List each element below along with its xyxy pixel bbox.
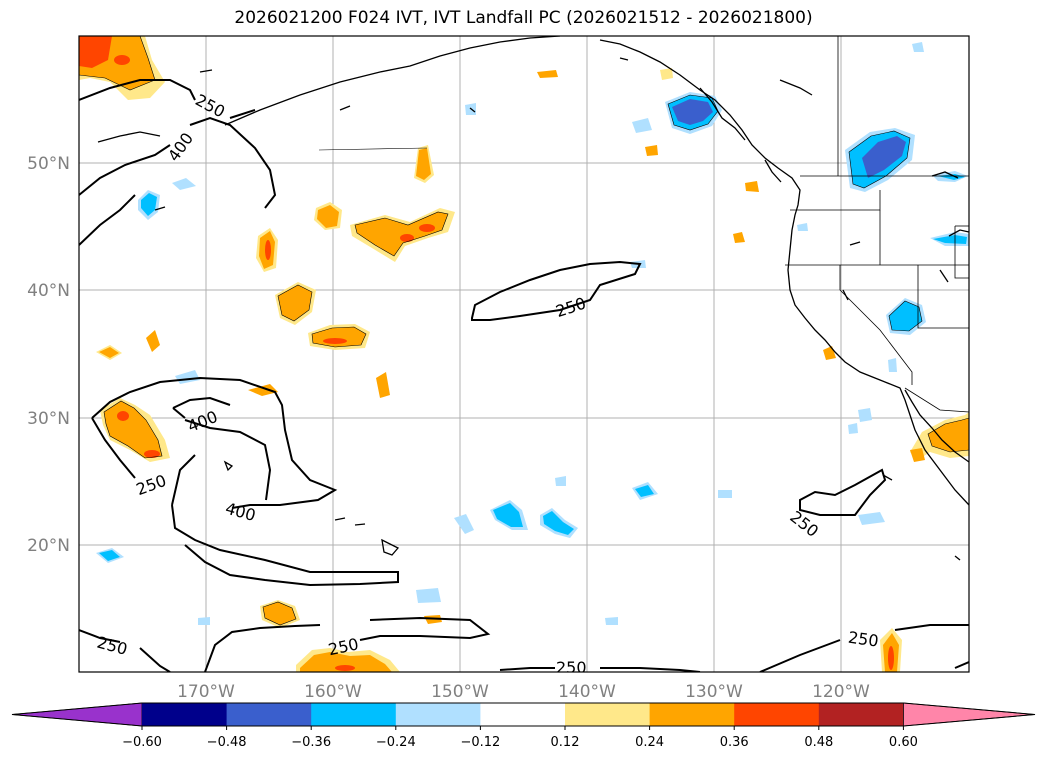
lon-label-170w: 170°W bbox=[177, 682, 235, 702]
lat-label-50n: 50°N bbox=[27, 154, 70, 174]
colorbar-tick-label: −0.48 bbox=[207, 735, 247, 750]
colorbar-tick-label: −0.24 bbox=[376, 735, 416, 750]
colorbar-segment bbox=[649, 703, 735, 726]
colorbar-segment bbox=[311, 703, 397, 726]
lon-label-160w: 160°W bbox=[304, 682, 362, 702]
lat-label-20n: 20°N bbox=[27, 536, 70, 556]
grid-lines bbox=[79, 36, 969, 672]
lon-label-120w: 120°W bbox=[812, 682, 870, 702]
contour-label: 250 bbox=[847, 628, 880, 651]
colorbar-tick-label: 0.60 bbox=[889, 735, 918, 750]
political-borders bbox=[785, 36, 969, 413]
contour-label: 250 bbox=[556, 658, 587, 677]
longitude-labels: 170°W 160°W 150°W 140°W 130°W 120°W bbox=[177, 682, 870, 702]
colorbar-segment bbox=[818, 703, 904, 726]
lat-label-40n: 40°N bbox=[27, 281, 70, 301]
colorbar-tick-label: 0.12 bbox=[551, 735, 580, 750]
colorbar-tick-label: −0.12 bbox=[460, 735, 500, 750]
ivt-contours bbox=[79, 79, 969, 672]
colorbar-segment bbox=[395, 703, 481, 726]
colorbar-segment bbox=[480, 703, 566, 726]
map-area[interactable] bbox=[79, 36, 969, 672]
colorbar-segment bbox=[565, 703, 651, 726]
lon-label-150w: 150°W bbox=[431, 682, 489, 702]
colorbar-segment bbox=[142, 703, 228, 726]
lat-label-30n: 30°N bbox=[27, 409, 70, 429]
colorbar-tick-label: −0.60 bbox=[122, 735, 162, 750]
shading-outlines bbox=[79, 36, 969, 626]
lon-label-140w: 140°W bbox=[558, 682, 616, 702]
colorbar-tick-label: 0.24 bbox=[635, 735, 664, 750]
colorbar-extend-high bbox=[903, 702, 1036, 727]
colorbar-segment bbox=[226, 703, 312, 726]
colorbar-tick-label: 0.48 bbox=[804, 735, 833, 750]
latitude-labels: 50°N 40°N 30°N 20°N bbox=[27, 154, 70, 556]
colorbar-segment bbox=[734, 703, 820, 726]
colorbar-tick-label: −0.36 bbox=[291, 735, 331, 750]
positive-anomaly-shading bbox=[79, 36, 969, 672]
colorbar: −0.60 −0.48 −0.36 −0.24 −0.12 0.12 0.24 0.36 0.4… bbox=[11, 702, 1036, 750]
colorbar-extend-low bbox=[11, 702, 143, 727]
lon-label-130w: 130°W bbox=[685, 682, 743, 702]
colorbar-tick-label: 0.36 bbox=[720, 735, 749, 750]
map-title: 2026021200 F024 IVT, IVT Landfall PC (20… bbox=[234, 8, 813, 28]
map-frame bbox=[78, 35, 970, 673]
